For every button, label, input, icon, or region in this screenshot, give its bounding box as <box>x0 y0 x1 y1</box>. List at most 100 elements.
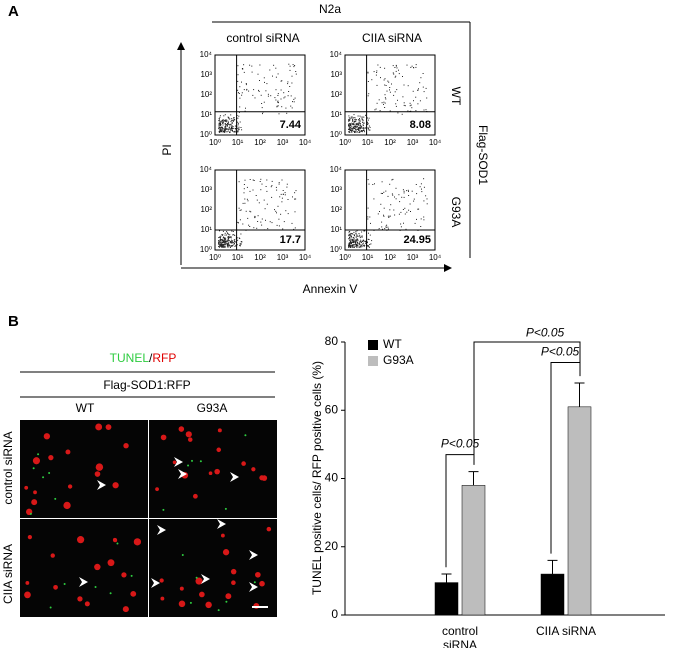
event-dot <box>367 81 369 82</box>
event-dot <box>275 99 277 101</box>
quadrant-value: 17.7 <box>280 234 301 246</box>
event-dot <box>278 183 280 185</box>
event-dot <box>222 120 224 122</box>
event-dot <box>295 190 297 192</box>
event-dot <box>352 120 354 121</box>
event-dot <box>231 241 233 243</box>
event-dot <box>356 246 358 247</box>
cell <box>94 563 101 571</box>
event-dot <box>379 211 380 212</box>
speck <box>130 574 133 577</box>
event-dot <box>398 194 400 196</box>
event-dot <box>395 105 397 107</box>
event-dot <box>400 226 402 228</box>
event-dot <box>220 124 222 126</box>
event-dot <box>354 239 356 241</box>
event-dot <box>376 70 378 72</box>
event-dot <box>228 128 230 130</box>
event-dot <box>348 246 350 248</box>
event-dot <box>349 118 351 120</box>
event-dot <box>350 246 352 248</box>
event-dot <box>222 234 224 236</box>
event-dot <box>398 213 400 215</box>
event-dot <box>415 66 417 68</box>
event-dot <box>404 207 406 209</box>
event-dot <box>221 128 223 130</box>
event-dot <box>222 243 224 245</box>
event-dot <box>233 131 235 133</box>
event-dot <box>353 114 355 116</box>
event-dot <box>229 118 231 120</box>
event-dot <box>361 119 363 121</box>
event-dot <box>376 84 378 86</box>
event-dot <box>225 238 227 240</box>
event-dot <box>228 117 230 118</box>
speck <box>29 512 32 515</box>
event-dot <box>355 231 357 233</box>
event-dot <box>238 111 240 113</box>
event-dot <box>222 131 224 133</box>
event-dot <box>234 243 235 245</box>
event-dot <box>224 114 226 116</box>
cell <box>259 475 265 481</box>
event-dot <box>384 84 386 86</box>
error-bar <box>441 573 452 583</box>
event-dot <box>239 219 241 221</box>
event-dot <box>222 239 224 241</box>
event-dot <box>281 106 283 108</box>
event-dot <box>225 246 227 248</box>
event-dot <box>351 124 353 125</box>
event-dot <box>351 233 353 235</box>
event-dot <box>237 65 239 67</box>
event-dot <box>247 217 249 219</box>
event-dot <box>277 105 279 107</box>
event-dot <box>386 90 388 92</box>
event-dot <box>350 116 352 118</box>
event-dot <box>355 122 357 124</box>
event-dot <box>360 126 362 128</box>
event-dot <box>385 227 387 228</box>
event-dot <box>228 118 230 120</box>
event-dot <box>275 186 277 188</box>
event-dot <box>284 192 286 194</box>
event-dot <box>416 193 418 195</box>
event-dot <box>366 124 368 125</box>
event-dot <box>248 90 250 92</box>
event-dot <box>253 227 255 229</box>
event-dot <box>230 240 231 242</box>
event-dot <box>351 246 353 248</box>
event-dot <box>401 113 403 115</box>
bar <box>434 582 459 616</box>
cell <box>160 434 167 441</box>
event-dot <box>404 105 406 107</box>
event-dot <box>226 244 228 246</box>
event-dot <box>355 236 357 238</box>
x-tick-label: control siRNA <box>441 624 479 648</box>
event-dot <box>357 242 359 244</box>
event-dot <box>367 119 369 121</box>
event-dot <box>222 119 224 121</box>
event-dot <box>353 244 355 246</box>
event-dot <box>279 196 281 198</box>
event-dot <box>392 72 394 74</box>
event-dot <box>225 243 226 245</box>
event-dot <box>222 244 224 246</box>
event-dot <box>353 239 355 241</box>
event-dot <box>249 210 251 212</box>
stain-sep: / <box>149 351 153 365</box>
event-dot <box>362 121 363 123</box>
event-dot <box>230 126 232 128</box>
event-dot <box>411 190 413 192</box>
y-tick-label: 20 <box>325 539 339 553</box>
event-dot <box>230 129 232 131</box>
event-dot <box>352 238 354 240</box>
event-dot <box>352 118 354 120</box>
event-dot <box>367 245 369 247</box>
event-dot <box>287 95 289 97</box>
cell <box>241 461 246 466</box>
event-dot <box>224 127 226 129</box>
event-dot <box>423 219 425 221</box>
event-dot <box>421 191 423 193</box>
y-tick-label: 10¹ <box>330 110 342 119</box>
cell <box>24 591 31 599</box>
